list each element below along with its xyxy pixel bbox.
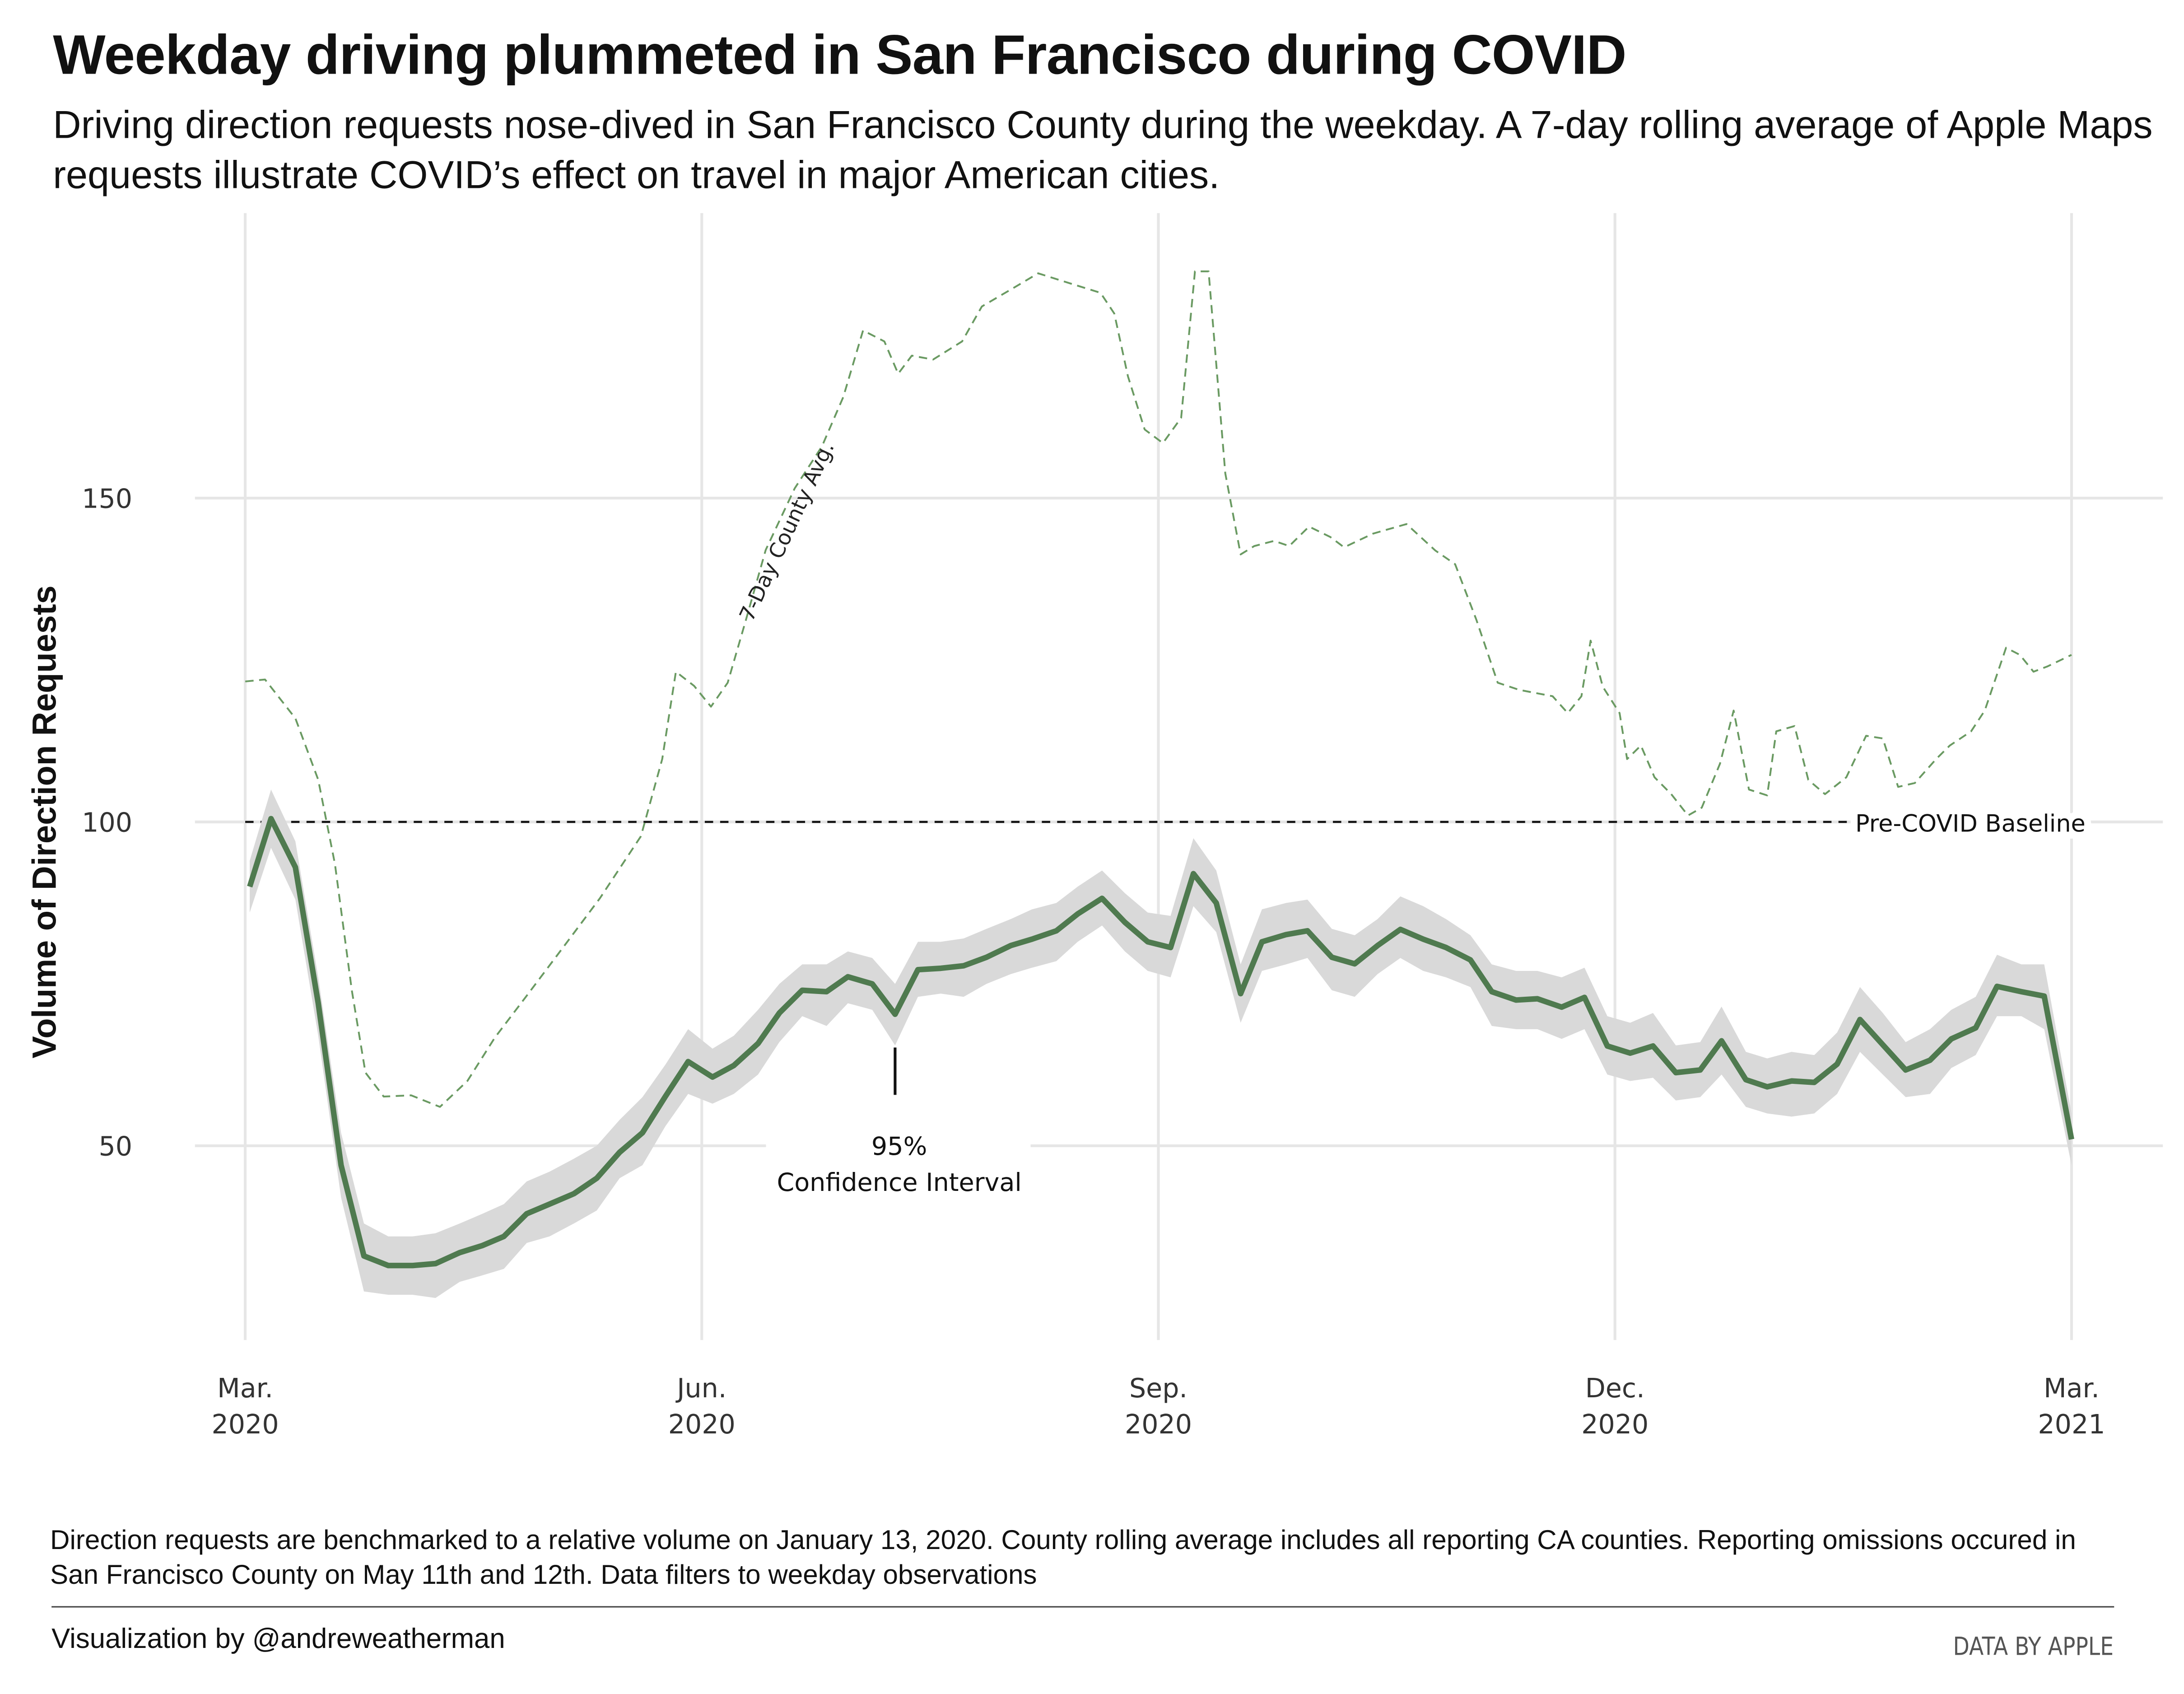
x-tick-label-line: 2020 — [1581, 1409, 1648, 1440]
x-tick-label: Mar. 2021 — [2038, 1373, 2105, 1440]
x-tick-label-line: 2021 — [2038, 1409, 2105, 1440]
confidence-band — [250, 789, 2072, 1298]
source: DATA BY APPLE — [1953, 1633, 2114, 1662]
chart-subtitle: Driving direction requests nose-dived in… — [53, 103, 2153, 196]
series-label: 7-Day County Avg. — [735, 438, 839, 625]
x-tick-label-line: Sep. — [1129, 1373, 1187, 1404]
x-tick-label-line: Mar. — [217, 1373, 273, 1404]
series-line — [245, 270, 2072, 1108]
x-tick-label-line: 2020 — [212, 1409, 279, 1440]
y-tick-label: 100 — [82, 807, 132, 838]
x-tick-label: Jun. 2020 — [668, 1373, 736, 1440]
y-axis-label: Volume of Direction Requests — [25, 585, 63, 1058]
x-tick-label: Mar. 2020 — [212, 1373, 279, 1440]
baseline-label: Pre-COVID Baseline — [1855, 810, 2086, 838]
chart-title: Weekday driving plummeted in San Francis… — [53, 25, 1626, 87]
x-tick-label-line: Dec. — [1585, 1373, 1645, 1404]
annotation-label: Confidence Interval — [777, 1168, 1021, 1197]
x-tick-label-line: Jun. — [675, 1373, 726, 1404]
footnote: Direction requests are benchmarked to a … — [50, 1525, 2076, 1591]
y-tick-label: 50 — [98, 1131, 132, 1162]
annotation-bg — [766, 1107, 1031, 1205]
x-tick-label-line: Mar. — [2044, 1373, 2100, 1404]
y-tick-label: 150 — [82, 484, 132, 514]
series-line — [247, 816, 2074, 1269]
rule — [51, 1606, 2114, 1608]
x-tick-label-line: 2020 — [668, 1409, 736, 1440]
annotation-label: 95% — [871, 1132, 927, 1161]
x-tick-label: Dec. 2020 — [1581, 1373, 1648, 1440]
x-tick-label-line: 2020 — [1125, 1409, 1192, 1440]
x-tick-label: Sep. 2020 — [1125, 1373, 1192, 1440]
credit: Visualization by @andreweatherman — [51, 1624, 505, 1655]
